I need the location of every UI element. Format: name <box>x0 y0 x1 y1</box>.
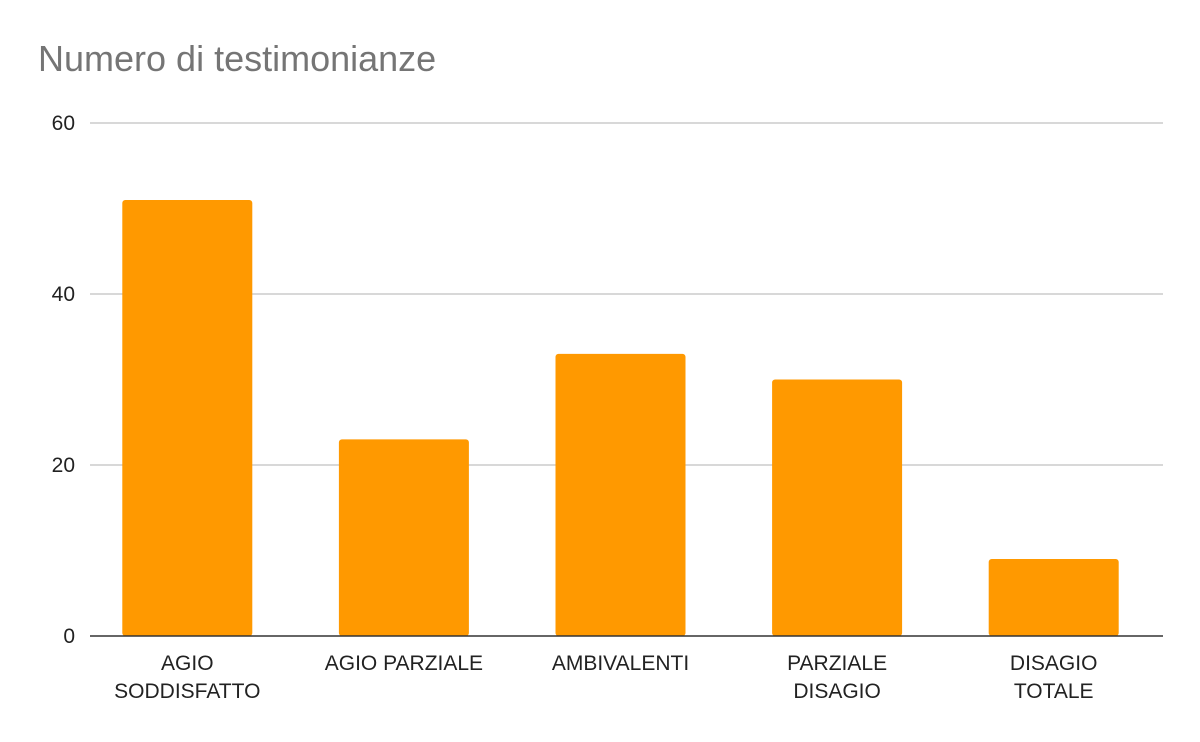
y-tick-label: 60 <box>52 112 75 135</box>
y-tick-label: 20 <box>52 454 75 477</box>
chart-title: Numero di testimonianze <box>38 38 437 79</box>
x-tick-label-line: AGIO PARZIALE <box>325 652 483 675</box>
x-tick-label-line: DISAGIO <box>1010 652 1098 675</box>
x-tick-label: AGIO PARZIALE <box>325 652 483 675</box>
x-tick-label-line: DISAGIO <box>793 680 881 703</box>
x-tick-label: DISAGIO TOTALE <box>1010 652 1098 703</box>
x-tick-label-line: AGIO <box>161 652 214 675</box>
bar <box>122 199 253 636</box>
x-tick-label: AMBIVALENTI <box>552 652 689 675</box>
y-axis-ticks: 0 20 40 60 <box>52 112 75 648</box>
y-tick-label: 40 <box>52 283 75 306</box>
bar <box>988 559 1119 636</box>
x-tick-label-line: TOTALE <box>1014 680 1094 703</box>
bar <box>772 379 903 636</box>
x-tick-label-line: SODDISFATTO <box>114 680 260 703</box>
x-axis-labels: AGIO SODDISFATTO AGIO PARZIALE AMBIVALENTI P… <box>114 652 1097 703</box>
bars <box>122 199 1119 636</box>
x-tick-label-line: PARZIALE <box>787 652 887 675</box>
y-tick-label: 0 <box>63 625 75 648</box>
x-tick-label-line: AMBIVALENTI <box>552 652 689 675</box>
bar <box>555 353 686 636</box>
bar <box>338 439 469 636</box>
x-tick-label: AGIO SODDISFATTO <box>114 652 260 703</box>
x-tick-label: PARZIALE DISAGIO <box>787 652 887 703</box>
